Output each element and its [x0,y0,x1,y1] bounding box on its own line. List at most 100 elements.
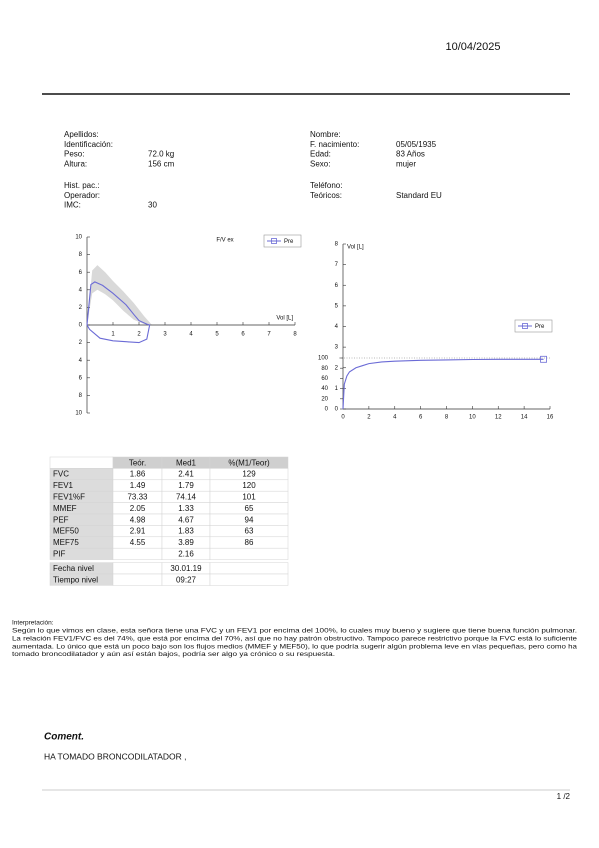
table-value: 1.79 [178,481,194,490]
x-tick-label: 16 [547,415,554,421]
y-tick-label: 3 [335,345,339,351]
table-header-cell [49,456,114,469]
y-tick-label: 6 [335,283,339,289]
info-label: Teóricos: [310,191,342,200]
table-value: Tiempo nivel [53,575,98,584]
y-tick-label: 8 [335,242,339,248]
info-label: F. nacimiento: [310,140,359,149]
table-value: PEF [53,515,69,524]
x-tick-label: 0 [341,415,345,421]
info-value: 156 cm [148,160,175,169]
y-tick-label: 2 [79,305,83,311]
table-cell [209,573,289,586]
interpretation-line: aumentada. Lo único que está un poco baj… [12,643,577,650]
table-value: 2.41 [178,470,194,479]
x-tick-label: 8 [293,332,297,338]
info-label: Altura: [64,160,87,169]
y2-tick-label: 0 [325,407,329,413]
chart-title: F/V ex [216,238,233,244]
table-value: 1.33 [178,504,194,513]
x-tick-label: 7 [267,332,271,338]
table-header: Teór. [129,458,146,467]
y2-tick-label: 40 [321,386,328,392]
info-value: 83 Años [396,150,425,159]
x-tick-label: 1 [111,332,115,338]
table-value: 63 [245,527,254,536]
y-axis-label: Vol [L] [347,245,364,251]
x-tick-label: 12 [495,415,502,421]
legend-label: Pre [284,239,294,245]
table-cell [209,547,289,560]
x-tick-label: 4 [393,415,397,421]
comment-title: Coment. [44,732,84,743]
info-value: 30 [148,201,157,210]
y-tick-label: 2 [335,365,339,371]
page-number: 1 /2 [557,792,571,801]
info-label: Operador: [64,191,100,200]
table-value: 120 [242,481,256,490]
interpretation-line: Según lo que vimos en clase, esta señora… [12,628,577,635]
info-label: Nombre: [310,130,341,139]
table-value: 4.67 [178,515,194,524]
interpretation-line: tomado broncodilatador y aún así están b… [12,651,335,658]
y-tick-label: 8 [79,252,83,258]
x-axis-label: Vol [L] [276,316,293,322]
y-tick-label: 4 [79,287,83,293]
report-date: 10/04/2025 [445,41,500,53]
table-value: MEF75 [53,538,79,547]
info-label: IMC: [64,201,81,210]
y2-tick-label: 100 [318,356,329,362]
y2-tick-label: 80 [321,366,328,372]
y-tick-label: 6 [79,375,83,381]
table-cell [112,573,163,586]
x-tick-label: 14 [521,415,528,421]
legend-marker [522,323,528,329]
table-value: 101 [242,493,256,502]
table-value: Fecha nivel [53,564,94,573]
y-tick-label: 2 [79,340,83,346]
legend-box [263,234,302,248]
info-value: mujer [396,160,416,169]
volume-curve [342,358,544,410]
table-value: 3.89 [178,538,194,547]
table-value: 73.33 [127,493,148,502]
table-header: Med1 [176,458,197,467]
x-tick-label: 6 [419,415,423,421]
table-value: 74.14 [176,493,197,502]
table-value: FVC [53,470,69,479]
legend-box [514,319,553,333]
table-header: %(M1/Teor) [228,458,270,467]
table-value: 2.05 [130,504,146,513]
info-label: Apellidos: [64,130,99,139]
legend-marker [271,238,277,244]
x-tick-label: 8 [445,415,449,421]
x-tick-label: 5 [215,332,219,338]
interpretation-title: Interpretación: [12,620,54,627]
info-label: Peso: [64,150,84,159]
y-tick-label: 10 [75,235,82,241]
y2-tick-label: 60 [321,376,328,382]
y-tick-label: 5 [335,303,339,309]
table-value: 1.83 [178,527,194,536]
info-label: Hist. pac.: [64,181,100,190]
table-value: 30.01.19 [170,564,202,573]
info-value: Standard EU [396,191,442,200]
y-tick-label: 4 [335,324,339,330]
x-tick-label: 6 [241,332,245,338]
table-value: 129 [242,470,256,479]
info-value: 05/05/1935 [396,140,437,149]
info-value: 72.0 kg [148,150,174,159]
y-tick-label: 7 [335,262,339,268]
info-label: Teléfono: [310,181,342,190]
x-tick-label: 10 [469,415,476,421]
table-cell [112,547,163,560]
info-label: Sexo: [310,160,330,169]
legend-label: Pre [535,324,545,330]
interpretation-line: La relación FEV1/FVC es del 74%, que est… [12,636,577,643]
table-value: FEV1%F [53,493,85,502]
y-tick-label: 0 [79,323,83,329]
table-value: 2.91 [130,527,146,536]
table-value: 65 [245,504,254,513]
table-value: 4.55 [130,538,146,547]
